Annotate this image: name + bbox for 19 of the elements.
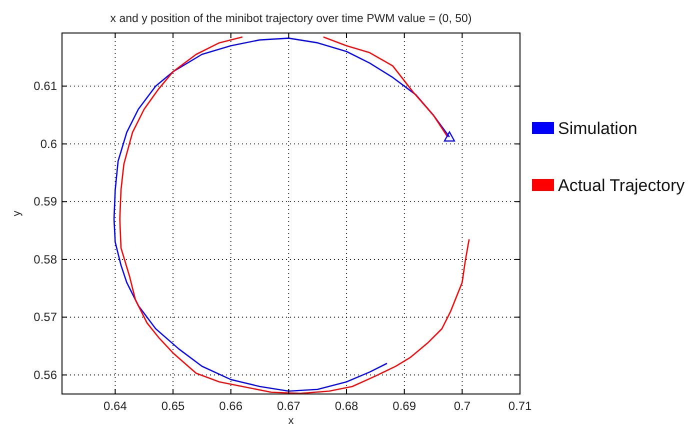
x-tick-label: 0.71 [508,399,532,413]
y-tick-label: 0.61 [34,79,58,94]
x-tick-label: 0.64 [104,399,128,413]
y-axis-title: y [11,210,23,216]
y-tick-label: 0.58 [34,252,58,266]
y-tick-label: 0.6 [40,136,58,151]
y-tick-label: 0.59 [34,194,58,209]
x-tick-label: 0.65 [161,399,186,413]
legend-label: Actual Trajectory [558,176,686,195]
x-tick-label: 0.69 [392,399,416,413]
chart-title: x and y position of the minibot trajectory over time PWM value = (0, 50) [110,13,472,25]
x-tick-label: 0.67 [277,399,301,413]
x-tick-label: 0.66 [219,399,243,413]
y-tick-label: 0.57 [34,310,58,324]
x-tick-label: 0.68 [334,399,359,413]
legend-label: Simulation [558,119,638,138]
y-tick-label: 0.56 [34,368,58,382]
x-tick-label: 0.7 [454,399,471,413]
x-axis-title: x [288,415,294,426]
